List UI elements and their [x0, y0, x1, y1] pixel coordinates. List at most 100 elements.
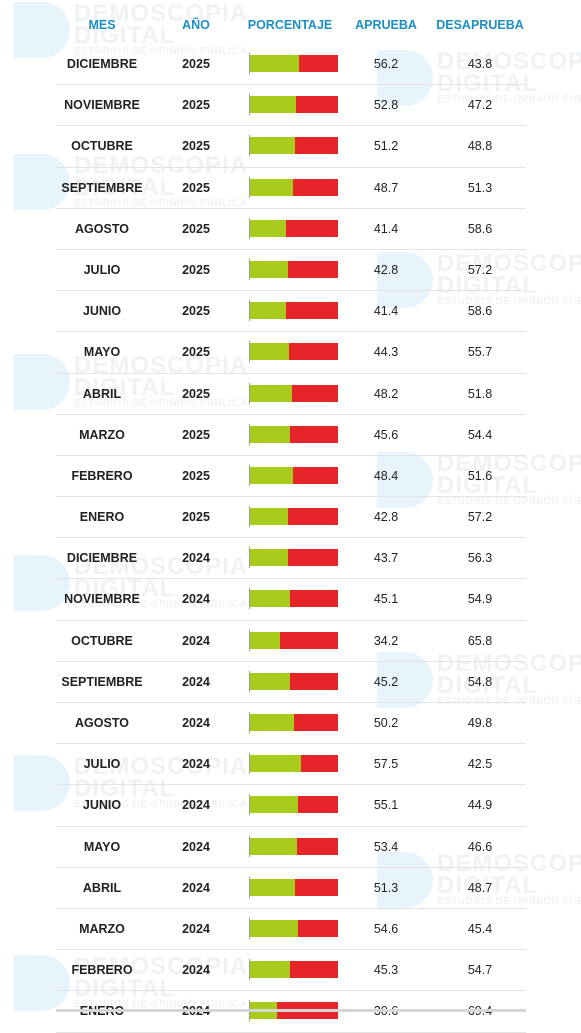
percentage-bar — [249, 300, 339, 322]
cell-aprueba: 56.2 — [373, 57, 399, 71]
bar-baseline — [249, 670, 250, 692]
bar-desaprueba-segment — [287, 260, 338, 278]
cell-mes: NOVIEMBRE — [64, 98, 140, 113]
bar-baseline — [249, 506, 250, 528]
bar-baseline — [249, 94, 250, 116]
approval-table: MES AÑO PORCENTAJE APRUEBA DESAPRUEBA DI… — [56, 6, 526, 1033]
bar-desaprueba-segment — [280, 631, 338, 649]
header-desaprueba: DESAPRUEBA — [436, 18, 524, 32]
bar-baseline — [249, 217, 250, 239]
cell-ano: 2025 — [182, 139, 210, 154]
cell-mes: FEBRERO — [71, 963, 133, 978]
table-row: JULIO 2024 57.5 42.5 — [56, 744, 526, 786]
cell-desaprueba: 54.8 — [467, 674, 493, 689]
cell-mes: FEBRERO — [71, 468, 133, 483]
table-row: MAYO 2024 53.4 46.6 — [56, 827, 526, 868]
cell-ano: 2024 — [182, 716, 210, 730]
bar-baseline — [249, 917, 250, 939]
bar-aprueba-segment — [250, 466, 293, 484]
cell-aprueba: 41.4 — [373, 304, 399, 319]
cell-ano: 2025 — [182, 468, 210, 483]
cell-desaprueba: 55.7 — [467, 345, 493, 360]
cell-desaprueba: 58.6 — [467, 304, 493, 319]
table-row: SEPTIEMBRE 2025 48.7 51.3 — [56, 168, 526, 209]
cell-aprueba: 42.8 — [373, 510, 399, 525]
cell-desaprueba: 54.7 — [467, 963, 493, 978]
bar-aprueba-segment — [250, 961, 290, 979]
bar-baseline — [249, 876, 250, 898]
cell-mes: DICIEMBRE — [66, 551, 138, 566]
bar-desaprueba-segment — [295, 878, 338, 896]
bar-baseline — [249, 423, 250, 445]
cell-desaprueba: 47.2 — [467, 98, 493, 113]
bar-aprueba-segment — [250, 590, 290, 608]
table-row: FEBRERO 2025 48.4 51.6 — [56, 456, 526, 498]
header-aprueba: APRUEBA — [355, 18, 417, 32]
table-row: NOVIEMBRE 2025 52.8 47.2 — [56, 85, 526, 127]
percentage-bar — [249, 135, 339, 157]
percentage-bar — [249, 94, 339, 116]
cell-desaprueba: 54.9 — [467, 592, 493, 607]
cell-mes: JULIO — [83, 757, 121, 772]
bar-aprueba-segment — [250, 384, 293, 402]
bar-baseline — [249, 794, 250, 816]
bar-aprueba-segment — [250, 137, 296, 155]
bar-desaprueba-segment — [290, 425, 338, 443]
cell-ano: 2024 — [182, 880, 210, 895]
percentage-bar — [249, 629, 339, 651]
bar-baseline — [249, 629, 250, 651]
bar-baseline — [249, 588, 250, 610]
bar-baseline — [249, 547, 250, 569]
percentage-bar — [249, 588, 339, 610]
bar-desaprueba-segment — [298, 919, 338, 937]
cell-aprueba: 52.8 — [373, 98, 399, 113]
bar-baseline — [249, 176, 250, 198]
bar-aprueba-segment — [250, 302, 287, 320]
bar-aprueba-segment — [250, 837, 297, 855]
bar-baseline — [249, 300, 250, 322]
cell-aprueba: 45.3 — [373, 963, 399, 978]
percentage-bar — [249, 506, 339, 528]
bar-baseline — [249, 382, 250, 404]
cell-mes: ABRIL — [82, 386, 122, 401]
table-row: ABRIL 2025 48.2 51.8 — [56, 374, 526, 415]
table-row: DICIEMBRE 2024 43.7 56.3 — [56, 538, 526, 580]
table-row: MAYO 2025 44.3 55.7 — [56, 332, 526, 374]
percentage-bar — [249, 382, 339, 404]
bar-desaprueba-segment — [288, 549, 338, 567]
percentage-bar — [249, 547, 339, 569]
cell-mes: JULIO — [83, 262, 121, 277]
table-row: JULIO 2025 42.8 57.2 — [56, 250, 526, 292]
percentage-bar — [249, 794, 339, 816]
cell-ano: 2025 — [182, 180, 210, 195]
percentage-bar — [249, 670, 339, 692]
bar-baseline — [249, 753, 250, 775]
cell-ano: 2025 — [182, 510, 210, 525]
cell-aprueba: 57.5 — [373, 757, 399, 772]
cell-ano: 2024 — [182, 633, 210, 648]
table-row: SEPTIEMBRE 2024 45.2 54.8 — [56, 662, 526, 703]
cell-ano: 2024 — [182, 839, 210, 854]
table-bottom-border — [56, 1009, 526, 1012]
percentage-bar — [249, 959, 339, 981]
bar-aprueba-segment — [250, 672, 290, 690]
cell-mes: MAYO — [83, 345, 121, 360]
bar-aprueba-segment — [250, 919, 299, 937]
cell-ano: 2024 — [182, 921, 210, 936]
cell-desaprueba: 54.4 — [467, 427, 493, 442]
table-row: MARZO 2025 45.6 54.4 — [56, 415, 526, 456]
cell-desaprueba: 49.8 — [467, 716, 493, 730]
cell-aprueba: 45.1 — [373, 592, 399, 607]
cell-ano: 2024 — [182, 757, 210, 772]
table-row: JUNIO 2025 41.4 58.6 — [56, 291, 526, 333]
percentage-bar — [249, 835, 339, 857]
cell-mes: MARZO — [79, 427, 125, 442]
bar-aprueba-segment — [250, 96, 297, 114]
bar-baseline — [249, 135, 250, 157]
cell-mes: OCTUBRE — [71, 139, 133, 154]
cell-desaprueba: 42.5 — [467, 757, 493, 772]
table-row: OCTUBRE 2025 51.2 48.8 — [56, 126, 526, 168]
cell-ano: 2025 — [182, 386, 210, 401]
cell-mes: NOVIEMBRE — [64, 592, 140, 607]
table-header: MES AÑO PORCENTAJE APRUEBA DESAPRUEBA — [56, 6, 526, 44]
